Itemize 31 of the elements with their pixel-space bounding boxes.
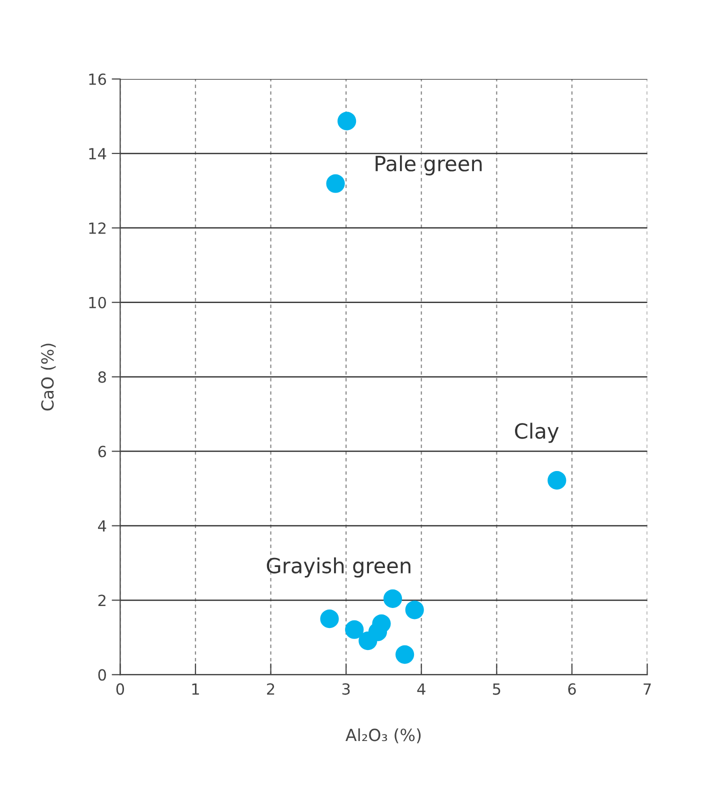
- point: [405, 600, 424, 620]
- point: [326, 174, 345, 193]
- annotation: Grayish green: [266, 557, 410, 578]
- y-tick-label: 2: [98, 594, 106, 606]
- annotation: Clay: [515, 422, 559, 443]
- y-tick-label: 8: [98, 371, 106, 383]
- x-tick-label: 5: [492, 683, 500, 695]
- point: [548, 471, 566, 490]
- point: [383, 589, 402, 608]
- point: [345, 620, 364, 639]
- x-tick-label: 1: [192, 683, 199, 695]
- annotation: Pale green: [376, 155, 482, 176]
- y-tick-label: 10: [89, 296, 106, 308]
- x-tick-label: 0: [116, 683, 124, 695]
- point: [395, 645, 414, 664]
- y-axis-title: CaO (%): [40, 344, 56, 410]
- y-tick-label: 12: [89, 222, 106, 234]
- y-tick-label: 14: [89, 148, 106, 160]
- point: [358, 631, 378, 650]
- y-tick-label: 16: [89, 73, 106, 86]
- x-tick-label: 3: [342, 683, 350, 695]
- x-tick-label: 4: [417, 683, 426, 695]
- point: [320, 610, 339, 628]
- x-tick-label: 2: [267, 683, 274, 695]
- y-tick-label: 0: [98, 669, 106, 681]
- x-axis-title: Al₂O₃ (%): [346, 728, 421, 744]
- y-tick-label: 4: [98, 520, 106, 532]
- y-tick-label: 6: [98, 446, 106, 458]
- point: [338, 112, 356, 130]
- x-tick-label: 7: [644, 683, 651, 695]
- x-tick-label: 6: [568, 683, 576, 695]
